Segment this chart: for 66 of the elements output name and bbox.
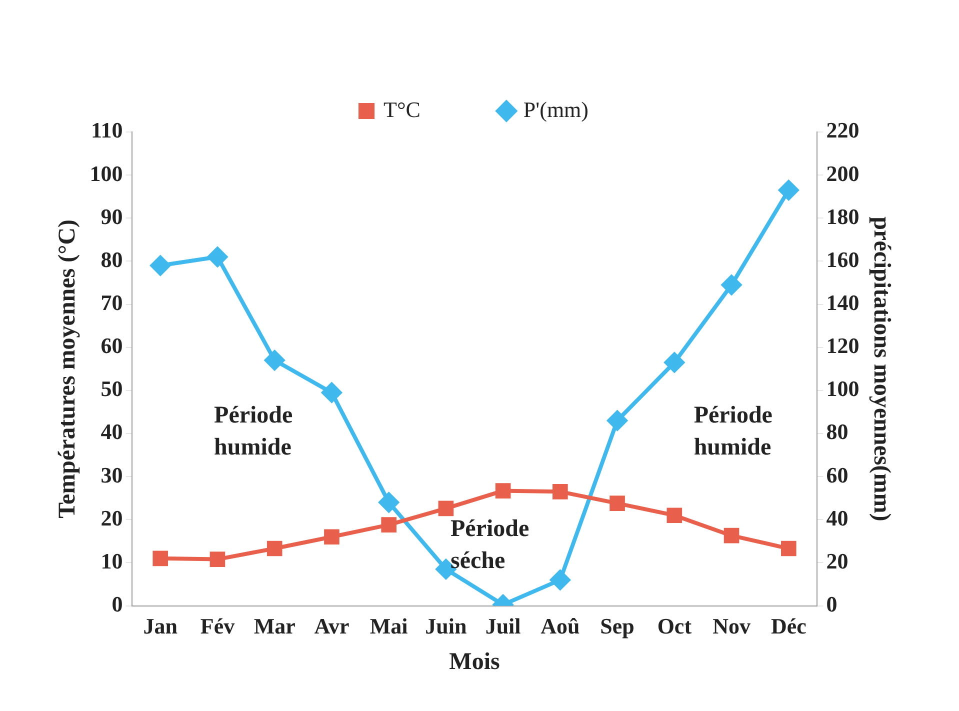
y2-tick-label: 220 <box>826 118 860 143</box>
legend-label: P'(mm) <box>523 96 588 122</box>
y-tick-label: 10 <box>100 548 123 574</box>
y-axis-title: Températures moyennes (°C) <box>54 219 81 518</box>
y2-axis-title: précipitations moyennes(mm) <box>868 216 894 522</box>
y-tick-label: 110 <box>91 118 123 143</box>
x-tick-label: Mai <box>370 614 408 639</box>
y2-tick-label: 120 <box>826 333 860 358</box>
x-tick-label: Sep <box>600 614 634 639</box>
y-tick-label: 20 <box>100 505 123 530</box>
y2-tick-label: 40 <box>826 505 848 530</box>
x-tick-label: Mar <box>254 614 296 639</box>
point <box>438 500 454 516</box>
point <box>607 410 628 431</box>
y2-tick-label: 200 <box>826 160 860 186</box>
annotation: Période humide <box>694 402 773 460</box>
y2-tick-label: 160 <box>826 246 860 272</box>
annotation: Période séche <box>450 516 530 574</box>
point <box>264 350 285 370</box>
y-tick-label: 60 <box>100 333 123 358</box>
point <box>780 540 796 556</box>
y2-tick-label: 0 <box>826 591 838 616</box>
point <box>210 552 226 567</box>
x-tick-label: Jan <box>143 614 178 639</box>
point <box>664 352 684 372</box>
y-tick-label: 70 <box>100 290 123 315</box>
y-tick-label: 50 <box>100 376 123 402</box>
x-tick-label: Avr <box>314 614 350 639</box>
point <box>152 550 168 566</box>
y-tick-label: 30 <box>100 462 123 488</box>
x-tick-label: Aoû <box>540 614 580 639</box>
point <box>381 517 396 532</box>
point <box>778 180 799 200</box>
x-tick-label: Déc <box>770 614 807 639</box>
point <box>207 246 228 267</box>
y2-tick-label: 140 <box>826 290 860 315</box>
point <box>610 496 625 511</box>
point <box>150 256 170 276</box>
point <box>495 483 511 498</box>
annotation: Période humide <box>214 402 294 460</box>
x-axis-title: Mois <box>449 648 500 675</box>
x-tick-label: Juin <box>425 614 467 639</box>
x-tick-label: Oct <box>657 614 692 639</box>
y-tick-label: 90 <box>100 204 123 229</box>
point <box>550 570 570 590</box>
x-tick-label: Fév <box>200 614 235 639</box>
y-tick-label: 80 <box>100 246 123 272</box>
y-tick-label: 0 <box>112 591 123 616</box>
x-tick-label: Juil <box>485 614 521 639</box>
y-tick-label: 100 <box>90 160 123 186</box>
point <box>724 528 740 544</box>
x-tick-label: Nov <box>712 614 750 639</box>
point <box>666 508 682 524</box>
legend-label: T°C <box>384 96 420 122</box>
point <box>266 540 282 556</box>
point <box>324 529 340 545</box>
point <box>722 274 742 295</box>
y2-tick-label: 20 <box>826 548 848 574</box>
y2-tick-label: 180 <box>826 204 860 229</box>
point <box>378 492 399 512</box>
y2-tick-label: 100 <box>826 376 860 402</box>
y2-tick-label: 80 <box>826 419 848 444</box>
point <box>322 382 342 403</box>
point <box>552 484 568 500</box>
y2-tick-label: 60 <box>826 462 848 488</box>
y-tick-label: 40 <box>100 419 123 444</box>
